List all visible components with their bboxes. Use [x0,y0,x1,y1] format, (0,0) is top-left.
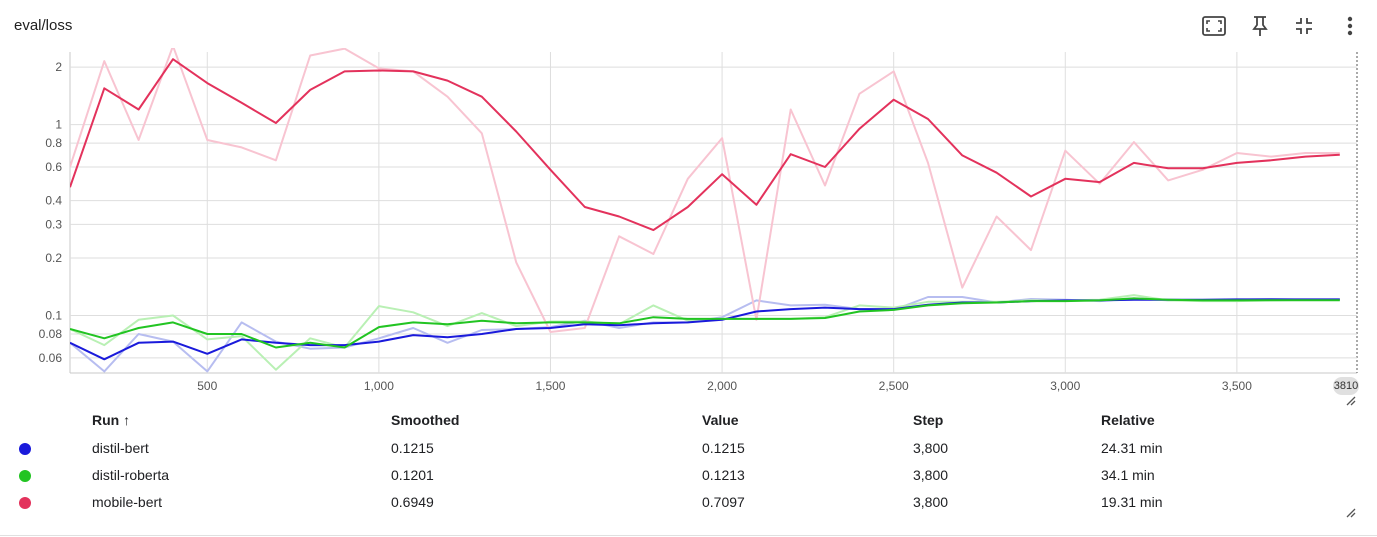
step-badge: 3810 [1333,377,1359,395]
y-tick-label: 0.1 [45,309,62,323]
y-tick-label: 0.3 [45,217,62,231]
table-row[interactable]: distil-roberta 0.1201 0.1213 3,800 34.1 … [0,461,1301,488]
run-color-swatch [19,469,31,482]
fullscreen-button[interactable] [1200,12,1228,40]
x-tick-label: 3,000 [1050,379,1080,393]
header-relative[interactable]: Relative [1101,412,1155,428]
run-name: distil-roberta [92,466,170,483]
value: 0.7097 [702,493,745,510]
relative-time: 34.1 min [1101,466,1155,483]
step: 3,800 [913,493,949,510]
header-step[interactable]: Step [913,412,944,428]
runs-table: Run ↑ Smoothed Value Step Relative disti… [0,406,1301,515]
smoothed-value: 0.1201 [391,466,434,483]
header-run[interactable]: Run ↑ [92,412,131,428]
x-tick-label: 2,500 [879,379,909,393]
relative-time: 24.31 min [1101,439,1163,456]
step: 3,800 [913,466,949,483]
series-smoothed-mobile-bert [70,58,1340,232]
run-color-swatch [19,496,31,509]
fit-domain-button[interactable] [1290,12,1318,40]
run-name: distil-bert [92,439,149,456]
smoothed-value: 0.6949 [391,493,434,510]
series-lines [70,48,1340,373]
y-tick-label: 0.06 [39,351,63,365]
header-smoothed[interactable]: Smoothed [391,412,460,428]
x-tick-label: 3,500 [1222,379,1252,393]
series-smoothed-distil-bert [70,298,1340,361]
run-name: mobile-bert [92,493,163,510]
run-color-swatch [19,442,31,455]
header-value[interactable]: Value [702,412,739,428]
x-axis: 500 1,000 1,500 2,000 2,500 3,000 3,500 [197,379,1252,393]
relative-time: 19.31 min [1101,493,1163,510]
more-vert-icon [1347,16,1353,36]
y-tick-label: 1 [55,118,62,132]
pin-button[interactable] [1246,12,1274,40]
more-options-button[interactable] [1336,12,1364,40]
value: 0.1215 [702,439,745,456]
resize-handle-icon[interactable] [1345,395,1357,407]
y-axis: 0.06 0.08 0.1 0.2 0.3 0.4 0.6 0.8 1 2 [39,60,63,365]
x-tick-label: 500 [197,379,217,393]
fullscreen-icon [1202,16,1226,36]
series-raw-mobile-bert [70,48,1340,333]
x-tick-label: 2,000 [707,379,737,393]
table-row[interactable]: distil-bert 0.1215 0.1215 3,800 24.31 mi… [0,434,1301,461]
table-row[interactable]: mobile-bert 0.6949 0.7097 3,800 19.31 mi… [0,488,1301,515]
y-tick-label: 0.8 [45,136,62,150]
y-tick-label: 2 [55,60,62,74]
step: 3,800 [913,439,949,456]
x-tick-label: 1,000 [364,379,394,393]
x-tick-label: 1,500 [535,379,565,393]
grid [69,52,1358,374]
fit-domain-icon [1296,18,1312,34]
card-title: eval/loss [14,17,73,34]
y-tick-label: 0.08 [39,327,63,341]
smoothed-value: 0.1215 [391,439,434,456]
y-tick-label: 0.4 [45,194,62,208]
y-tick-label: 0.6 [45,160,62,174]
divider [0,535,1377,536]
y-tick-label: 0.2 [45,251,62,265]
table-header-row: Run ↑ Smoothed Value Step Relative [0,406,1301,434]
pin-icon [1252,16,1268,36]
series-smoothed-distil-roberta [70,297,1340,349]
line-chart[interactable]: 0.06 0.08 0.1 0.2 0.3 0.4 0.6 0.8 1 2 500 1,000 1,5… [0,0,1377,400]
table-resize-handle-icon[interactable] [1345,507,1357,519]
value: 0.1213 [702,466,745,483]
